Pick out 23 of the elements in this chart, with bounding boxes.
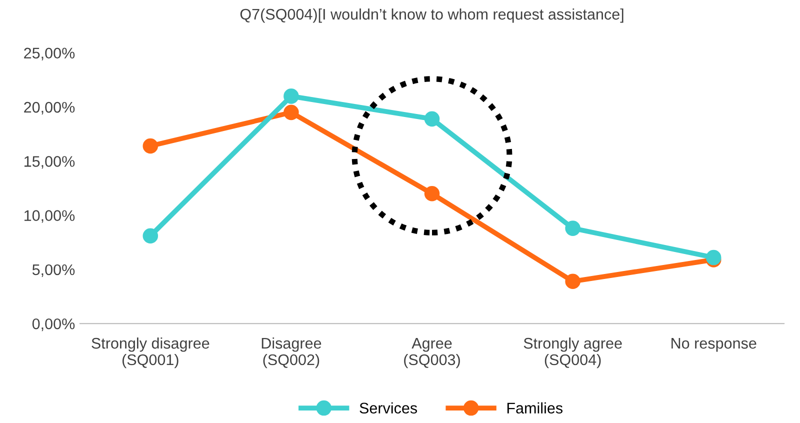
point bbox=[284, 104, 299, 120]
point bbox=[706, 250, 722, 266]
chart-title: Q7(SQ004)[I wouldn’t know to whom request assistance] bbox=[240, 8, 624, 23]
y-tick-label: 25,00% bbox=[24, 48, 75, 60]
point bbox=[565, 274, 580, 289]
point bbox=[424, 111, 440, 127]
y-tick-label: 5,00% bbox=[32, 264, 75, 277]
point bbox=[424, 186, 440, 202]
legend-label: Services bbox=[360, 402, 418, 414]
point bbox=[565, 220, 580, 236]
x-tick-label: Disagree (SQ002) bbox=[262, 337, 322, 368]
point bbox=[142, 138, 158, 154]
y-tick-label: 20,00% bbox=[24, 102, 75, 115]
y-tick-label: 0,00% bbox=[32, 318, 75, 332]
x-tick-label: Strongly disagree (SQ001) bbox=[92, 337, 210, 368]
y-tick-label: 15,00% bbox=[24, 156, 75, 169]
point bbox=[142, 228, 158, 244]
point bbox=[284, 88, 299, 104]
legend-label: Families bbox=[507, 402, 563, 414]
x-tick-label: Strongly agree (SQ004) bbox=[524, 337, 622, 368]
x-tick-label: No response bbox=[672, 338, 756, 352]
x-tick-label: Agree (SQ003) bbox=[404, 338, 460, 368]
y-tick-label: 10,00% bbox=[24, 210, 75, 223]
